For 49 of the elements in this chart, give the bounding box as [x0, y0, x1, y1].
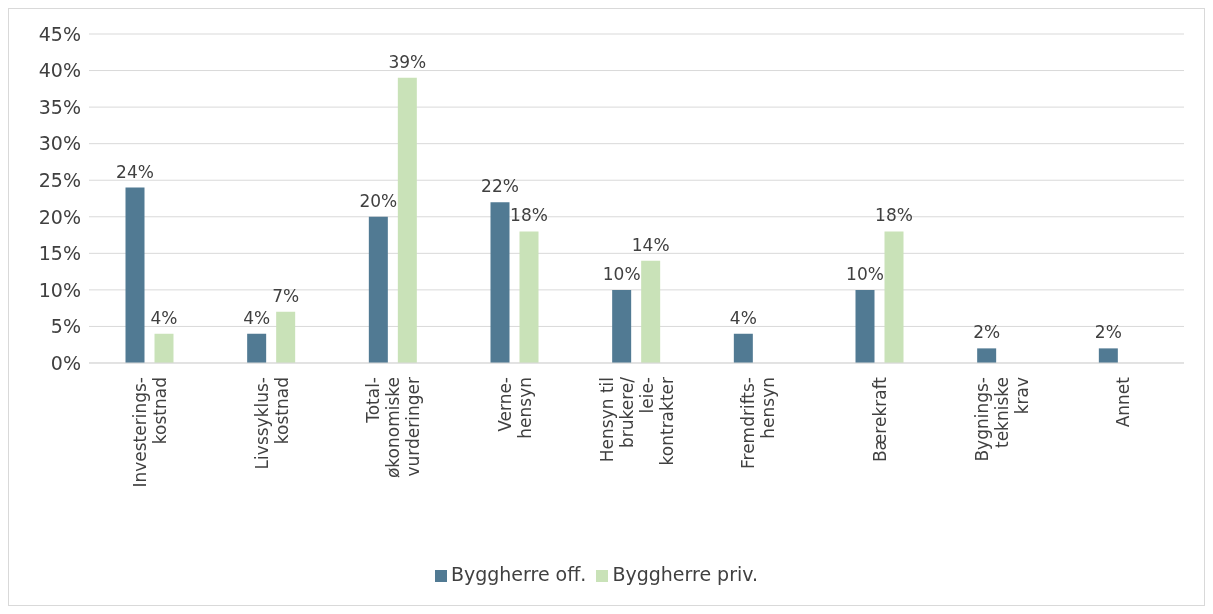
bar [1098, 348, 1118, 363]
data-label: 10% [846, 263, 884, 284]
data-label: 2% [973, 322, 1001, 343]
y-tick-label: 15% [38, 242, 81, 265]
bar [977, 348, 997, 363]
bar [519, 231, 539, 363]
bar [276, 311, 296, 363]
data-label: 20% [359, 190, 398, 211]
data-label: 24% [116, 161, 154, 182]
x-tick-label: Bygnings- tekniske krav [971, 377, 1032, 462]
legend-label: Byggherre priv. [612, 563, 759, 585]
y-tick-label: 20% [38, 205, 81, 228]
data-label: 22% [481, 176, 519, 197]
y-tick-label: 40% [38, 59, 81, 82]
y-tick-label: 10% [38, 278, 81, 301]
y-tick-label: 35% [38, 95, 81, 118]
bar [641, 260, 661, 363]
data-label: 39% [388, 51, 427, 72]
bar [490, 202, 510, 363]
y-tick-label: 30% [38, 132, 81, 155]
y-tick-label: 45% [38, 22, 81, 45]
data-label: 7% [272, 285, 300, 306]
bar [884, 231, 904, 363]
x-tick-label: Bærekraft [869, 376, 890, 463]
bar [855, 289, 875, 363]
data-label: 2% [1094, 322, 1122, 343]
x-tick-label: Annet [1113, 376, 1134, 428]
y-tick-label: 5% [50, 315, 81, 338]
bar [125, 187, 145, 363]
data-label: 18% [875, 205, 913, 226]
bar [612, 289, 632, 363]
data-label: 4% [150, 307, 178, 328]
x-tick-label: Fremdrifts- hensyn [738, 377, 779, 470]
y-tick-label: 0% [50, 351, 81, 374]
data-label: 18% [510, 205, 548, 226]
x-tick-label: Verne- hensyn [494, 377, 535, 439]
data-label: 4% [243, 307, 271, 328]
data-label: 14% [631, 234, 670, 255]
bar [247, 333, 267, 363]
data-label: 4% [729, 307, 757, 328]
x-tick-label: Livssyklus- kostnad [251, 377, 292, 470]
bar [368, 216, 388, 363]
bar [733, 333, 753, 363]
legend-label: Byggherre off. [450, 563, 587, 585]
x-tick-label: Investerings- kostnad [129, 377, 170, 488]
y-tick-label: 25% [38, 168, 81, 191]
bar [154, 333, 174, 363]
bar [397, 77, 417, 363]
data-label: 10% [602, 263, 641, 284]
